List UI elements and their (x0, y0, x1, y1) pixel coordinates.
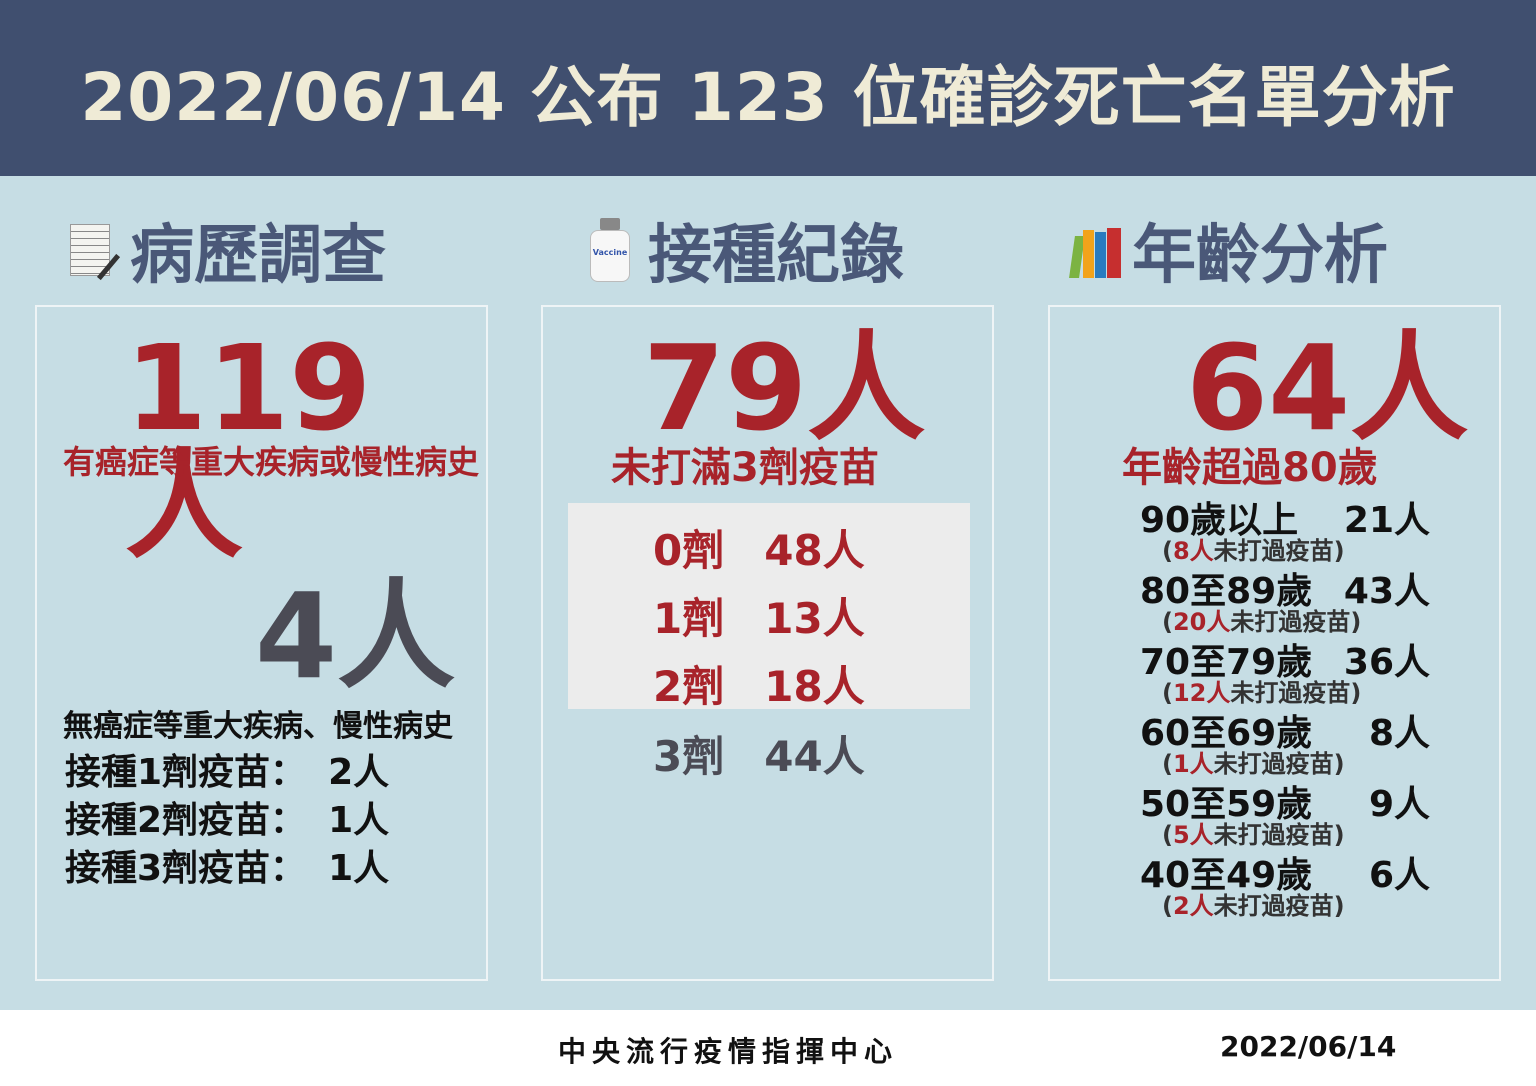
age-desc: 年齡超過80歲 (1122, 445, 1378, 491)
age-group-row: 50至59歲 9人 (1140, 784, 1430, 825)
age-group-unvaccinated: (2人未打過疫苗) (1162, 892, 1345, 920)
vaccine-panel: 79人 未打滿3劑疫苗 0劑 48人 1劑 13人 2劑 18人 3劑 44人 (541, 305, 994, 981)
page-title: 2022/06/14 公布 123 位確診死亡名單分析 (0, 0, 1536, 176)
footer: 中央流行疫情指揮中心 2022/06/14 (0, 1010, 1536, 1086)
age-group-row: 90歲以上 21人 (1140, 500, 1430, 541)
age-heading-text: 年齡分析 (1132, 219, 1388, 293)
age-group-unvaccinated: (20人未打過疫苗) (1162, 608, 1362, 636)
age-group-row: 80至89歲 43人 (1140, 571, 1430, 612)
history-panel: 119人 有癌症等重大疾病或慢性病史 4人 無癌症等重大疾病、慢性病史 接種1劑… (35, 305, 488, 981)
history-heading-text: 病歷調查 (130, 219, 386, 293)
dose-row: 2劑 18人 (653, 662, 865, 711)
age-group-row: 60至69歲 8人 (1140, 713, 1430, 754)
document-pen-icon (66, 218, 122, 282)
footer-date: 2022/06/14 (1220, 1030, 1397, 1063)
vaccine-heading: Vaccine 接種紀錄 (584, 210, 904, 293)
dose-row: 0劑 48人 (653, 526, 865, 575)
history-row: 接種2劑疫苗： 1人 (65, 800, 390, 841)
vaccine-count-main: 79人 (643, 319, 926, 457)
age-group-unvaccinated: (12人未打過疫苗) (1162, 679, 1362, 707)
history-desc-main: 有癌症等重大疾病或慢性病史 (63, 443, 480, 481)
footer-org: 中央流行疫情指揮中心 (558, 1035, 899, 1068)
vaccine-desc: 未打滿3劑疫苗 (611, 445, 879, 491)
age-group-unvaccinated: (1人未打過疫苗) (1162, 750, 1345, 778)
vaccine-bottle-icon: Vaccine (584, 218, 640, 282)
history-desc-secondary: 無癌症等重大疾病、慢性病史 (63, 709, 453, 744)
history-heading: 病歷調查 (66, 210, 386, 293)
age-group-row: 40至49歲 6人 (1140, 855, 1430, 896)
history-row: 接種1劑疫苗： 2人 (65, 752, 390, 793)
dose-row: 1劑 13人 (653, 594, 865, 643)
history-row: 接種3劑疫苗： 1人 (65, 848, 390, 889)
vaccine-heading-text: 接種紀錄 (648, 219, 904, 293)
books-icon (1068, 218, 1124, 282)
age-panel: 64人 年齡超過80歲 90歲以上 21人 (8人未打過疫苗) 80至89歲 43人 … (1048, 305, 1501, 981)
history-count-secondary: 4人 (255, 567, 456, 705)
age-group-row: 70至79歲 36人 (1140, 642, 1430, 683)
age-group-unvaccinated: (5人未打過疫苗) (1162, 821, 1345, 849)
age-count-main: 64人 (1186, 319, 1469, 457)
dose-row: 3劑 44人 (653, 732, 865, 781)
age-heading: 年齡分析 (1068, 210, 1388, 293)
incomplete-doses-box (568, 503, 970, 709)
age-group-unvaccinated: (8人未打過疫苗) (1162, 537, 1345, 565)
history-count-main: 119人 (125, 319, 372, 575)
